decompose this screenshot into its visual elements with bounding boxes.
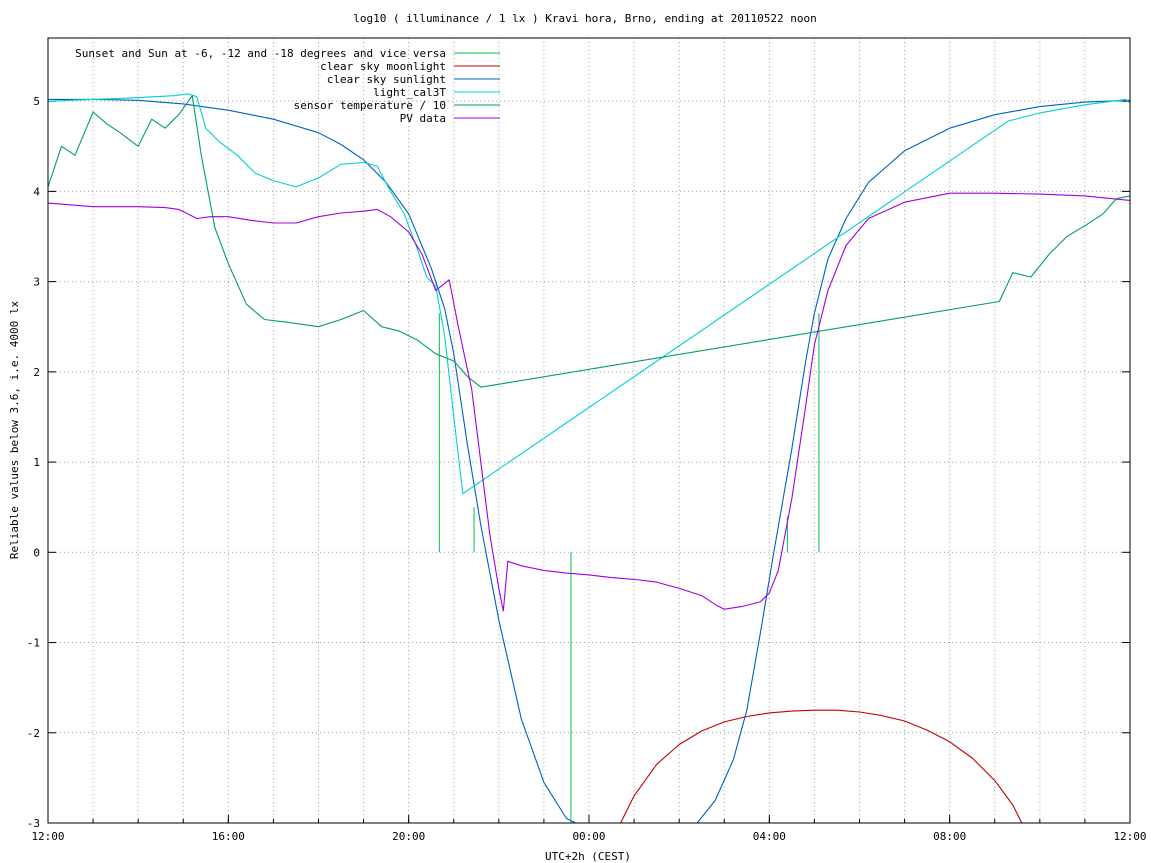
y-tick-label: -3 [27, 817, 40, 830]
legend-label: clear sky sunlight [327, 73, 446, 86]
y-tick-label: 0 [33, 546, 40, 559]
y-tick-label: 1 [33, 456, 40, 469]
x-tick-label: 08:00 [933, 830, 966, 843]
series-line-segment [696, 99, 1131, 824]
axis-ticks: 12:00 16:00 20:00 00:00 04:00 08:00 12:00-3-2-… [27, 95, 1147, 843]
grid [48, 38, 1130, 823]
x-tick-label: 12:00 [31, 830, 64, 843]
y-axis-label: Reliable values below 3.6, i.e. 4000 lx [8, 300, 21, 559]
legend-label: PV data [400, 112, 446, 125]
y-tick-label: -2 [27, 727, 40, 740]
x-tick-label: 12:00 [1113, 830, 1146, 843]
y-tick-label: 2 [33, 366, 40, 379]
chart-title: log10 ( illuminance / 1 lx ) Kravi hora,… [353, 12, 817, 25]
y-tick-label: 4 [33, 185, 40, 198]
series-3 [47, 93, 1131, 495]
series-line [47, 93, 1131, 495]
series-1 [620, 709, 1023, 824]
legend-label: light_cal3T [373, 86, 446, 99]
series-line [47, 192, 1131, 612]
series-layer [47, 93, 1131, 824]
series-line [48, 98, 576, 824]
legend-label: Sunset and Sun at -6, -12 and -18 degree… [75, 47, 446, 60]
series-line [47, 95, 1131, 388]
x-tick-label: 00:00 [572, 830, 605, 843]
x-tick-label: 16:00 [212, 830, 245, 843]
series-5 [47, 192, 1131, 612]
legend-label: sensor temperature / 10 [294, 99, 446, 112]
y-tick-label: -1 [27, 637, 40, 650]
legend: Sunset and Sun at -6, -12 and -18 degree… [75, 47, 500, 125]
x-tick-label: 04:00 [753, 830, 786, 843]
x-tick-label: 20:00 [392, 830, 425, 843]
legend-label: clear sky moonlight [320, 60, 446, 73]
plot-frame [47, 37, 1131, 824]
x-axis-label: UTC+2h (CEST) [545, 850, 631, 863]
series-0 [438, 313, 820, 823]
series-2 [48, 98, 1131, 824]
y-tick-label: 3 [33, 276, 40, 289]
series-4 [47, 95, 1131, 388]
y-tick-label: 5 [33, 95, 40, 108]
series-line [620, 709, 1023, 824]
